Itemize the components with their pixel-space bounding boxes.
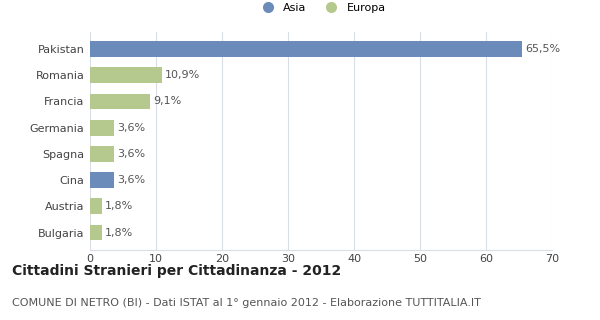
Bar xyxy=(90,225,102,240)
Text: 10,9%: 10,9% xyxy=(165,70,200,80)
Text: COMUNE DI NETRO (BI) - Dati ISTAT al 1° gennaio 2012 - Elaborazione TUTTITALIA.I: COMUNE DI NETRO (BI) - Dati ISTAT al 1° … xyxy=(12,298,481,308)
Text: 65,5%: 65,5% xyxy=(526,44,561,54)
Text: 1,8%: 1,8% xyxy=(105,228,133,237)
Bar xyxy=(90,94,150,109)
Text: 3,6%: 3,6% xyxy=(117,123,145,133)
Text: 3,6%: 3,6% xyxy=(117,175,145,185)
Text: 3,6%: 3,6% xyxy=(117,149,145,159)
Bar xyxy=(90,172,114,188)
Bar xyxy=(90,198,102,214)
Legend: Asia, Europa: Asia, Europa xyxy=(252,0,390,17)
Text: 1,8%: 1,8% xyxy=(105,201,133,211)
Bar xyxy=(90,41,522,57)
Bar xyxy=(90,146,114,162)
Text: Cittadini Stranieri per Cittadinanza - 2012: Cittadini Stranieri per Cittadinanza - 2… xyxy=(12,264,341,278)
Text: 9,1%: 9,1% xyxy=(154,96,182,107)
Bar xyxy=(90,120,114,136)
Bar xyxy=(90,68,162,83)
